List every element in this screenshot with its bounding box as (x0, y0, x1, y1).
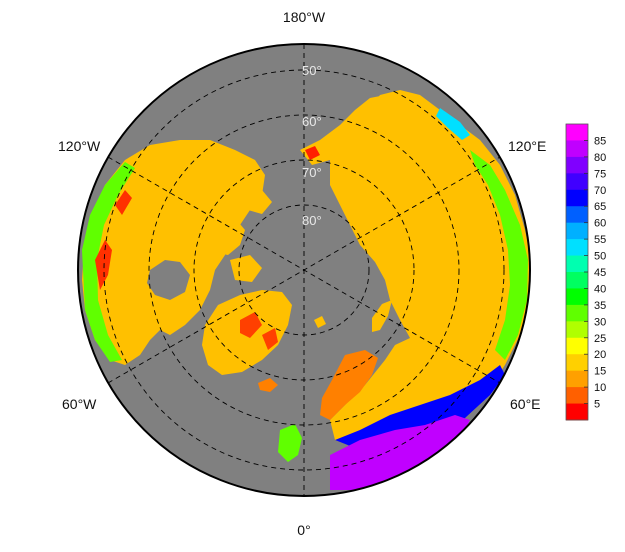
lon-label-lower-left: 60°W (62, 396, 97, 412)
meridian-120w-60e (107, 156, 501, 384)
svalbard-landmass (314, 316, 326, 328)
iceland-landmass (258, 378, 278, 392)
colorbar-tick-label: 15 (594, 366, 606, 378)
greenland-red-patches (240, 312, 278, 350)
colorbar-segment (566, 337, 588, 355)
colorbar-segment (566, 288, 588, 306)
colorbar-tick-label: 55 (594, 234, 606, 246)
eurasia-landmass (330, 90, 530, 452)
chukotka-landmass (300, 95, 385, 165)
east-coast-green-band (470, 150, 528, 360)
colorbar-segment (566, 239, 588, 257)
map-boundary (77, 43, 531, 497)
colorbar-segment (566, 173, 588, 191)
colorbar-segment (566, 222, 588, 240)
british-isles-landmass (278, 424, 302, 462)
lon-label-lower-right: 60°E (510, 396, 541, 412)
land-layer (82, 90, 530, 490)
bering-cyan-strip (436, 108, 470, 140)
colorbar-segment (566, 272, 588, 289)
arctic-archipelago (200, 190, 272, 282)
scandinavia-landmass (320, 350, 378, 420)
colorbar-tick-label: 40 (594, 283, 606, 295)
colorbar-tick-label: 70 (594, 185, 606, 197)
colorbar-tick-label: 65 (594, 201, 606, 213)
colorbar-segment (566, 156, 588, 174)
colorbar-tick-label: 60 (594, 218, 606, 230)
colorbar-tick-label: 20 (594, 349, 606, 361)
west-coast-green-band (82, 162, 135, 362)
colorbar-segment (566, 124, 588, 141)
colorbar-segment (566, 304, 588, 322)
colorbar-segment (566, 354, 588, 372)
colorbar-segment (566, 255, 588, 273)
colorbar-segment (566, 403, 588, 421)
lat-label-80: 80° (302, 213, 322, 228)
colorbar-tick-label: 35 (594, 300, 606, 312)
central-asia-max-values (330, 415, 470, 490)
colorbar-tick-label: 80 (594, 152, 606, 164)
colorbar-tick-label: 45 (594, 267, 606, 279)
colorbar-segment (566, 370, 588, 388)
siberia-high-values (335, 365, 505, 452)
colorbar-segment (566, 189, 588, 207)
colorbar-tick-label: 75 (594, 168, 606, 180)
colorbar-ticks: 85 80 75 70 65 60 55 50 45 40 35 30 25 20 15 10 5 (584, 135, 606, 411)
lat-label-50: 50° (302, 63, 322, 78)
lat-circle-50 (103, 69, 505, 471)
novaya-zemlya-landmass (372, 300, 392, 332)
lon-label-top: 180°W (283, 9, 326, 25)
east-siberia-red-spot (305, 146, 320, 160)
colorbar-segments (566, 124, 588, 421)
lat-label-60: 60° (302, 114, 322, 129)
hudson-bay (147, 260, 190, 300)
colorbar-tick-label: 50 (594, 251, 606, 263)
colorbar-tick-label: 10 (594, 382, 606, 394)
colorbar-segment (566, 387, 588, 405)
colorbar: 85 80 75 70 65 60 55 50 45 40 35 30 25 20 15 10 5 (565, 123, 606, 421)
colorbar-segment (566, 206, 588, 224)
colorbar-tick-label: 30 (594, 316, 606, 328)
meridian-lines (107, 44, 501, 496)
lat-label-70: 70° (302, 165, 322, 180)
colorbar-tick-label: 5 (594, 399, 600, 411)
lon-label-upper-left: 120°W (58, 138, 101, 154)
colorbar-tick-label: 25 (594, 333, 606, 345)
lon-label-bottom: 0° (297, 522, 310, 538)
lon-label-upper-right: 120°E (508, 138, 546, 154)
colorbar-segment (566, 140, 588, 158)
colorbar-tick-label: 85 (594, 135, 606, 147)
colorbar-segment (566, 321, 588, 339)
